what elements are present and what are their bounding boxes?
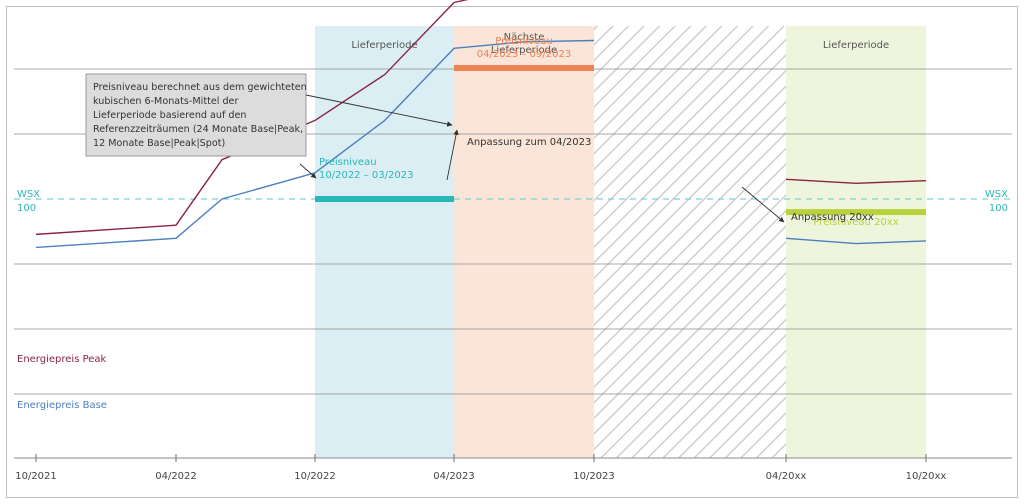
reference-label-right-line2: 100 (989, 203, 1008, 214)
adjustment-20xx-arrow (741, 186, 785, 223)
reference-label-left-line1: WSX (17, 189, 40, 200)
adjustment-2023-arrow (446, 129, 459, 181)
adjustment-2023-label: Anpassung zum 04/2023 (467, 137, 591, 148)
series-label-peak: Energiepreis Peak (17, 354, 107, 365)
annotation-arrow-lower (299, 163, 317, 179)
shaded-period-0 (315, 26, 454, 458)
series-lines (35, 0, 927, 249)
shaded-period-1 (454, 26, 594, 458)
reference-label-left-line2: 100 (17, 203, 36, 214)
price-level-label-2: Preisniveau 20xx (813, 217, 898, 228)
shaded-period-2 (594, 26, 786, 458)
reference-label-right-line1: WSX (985, 189, 1008, 200)
annotation-text: Preisniveau berechnet aus dem gewichtete… (93, 82, 307, 149)
series-line-1-seg-0 (35, 39, 595, 249)
adjustment-2023: Anpassung zum 04/2023 (446, 129, 591, 181)
period-label-1: Nächste Lieferperiode (491, 32, 557, 56)
annotation-callout: Preisniveau berechnet aus dem gewichtete… (85, 73, 453, 179)
x-tick-label-4: 10/2023 (573, 471, 615, 482)
period-label-0: Lieferperiode (351, 40, 417, 51)
adjustment-20xx: Anpassung 20xx (741, 186, 874, 223)
x-tick-label-1: 04/2022 (155, 471, 197, 482)
x-axis: 10/2021 04/2022 10/2022 04/2023 10/2023 04/20… (14, 454, 1012, 482)
price-level-bar-1 (454, 65, 594, 71)
x-tick-label-5: 04/20xx (766, 471, 807, 482)
price-level-bar-0 (315, 196, 454, 202)
reference-line-group: WSX 100 WSX 100 (14, 189, 1012, 214)
price-level-label-0: Preisniveau 10/2022 – 03/2023 (319, 157, 413, 181)
series-label-base: Energiepreis Base (17, 400, 107, 411)
x-tick-label-2: 10/2022 (294, 471, 336, 482)
period-label-3: Lieferperiode (823, 40, 889, 51)
x-tick-label-0: 10/2021 (15, 471, 57, 482)
x-tick-label-3: 04/2023 (433, 471, 475, 482)
price-level-bars: Preisniveau 10/2022 – 03/2023 Preisniveau 0… (315, 36, 926, 228)
x-tick-label-6: 10/20xx (906, 471, 947, 482)
price-level-bar-2 (786, 209, 926, 216)
price-level-label-1: Preisniveau 04/2023 – 09/2023 (477, 36, 571, 60)
series-line-1-seg-1 (785, 237, 927, 245)
series-line-0-seg-0 (35, 0, 469, 236)
series-line-0-seg-1 (785, 178, 927, 184)
annotation-arrow-upper (305, 94, 453, 127)
gridlines (14, 68, 1012, 395)
annotation-box (85, 73, 307, 157)
adjustment-20xx-label: Anpassung 20xx (791, 212, 874, 223)
chart-frame (6, 6, 1018, 498)
